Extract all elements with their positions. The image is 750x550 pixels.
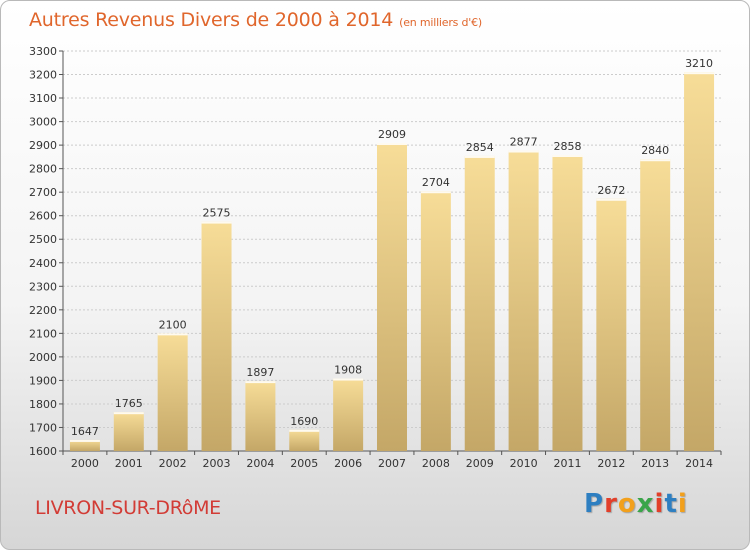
bar-2012 (596, 198, 627, 451)
x-axis: 2000 2001 2002 2003 2004 2005 2006 2007 2008 2009… (62, 450, 722, 470)
x-tick-label: 2002 (159, 457, 187, 470)
logo-letter: i (677, 489, 688, 519)
bar-highlight (464, 155, 495, 158)
x-tick-label: 2001 (115, 457, 143, 470)
x-tick-label: 2010 (510, 457, 538, 470)
x-tick-label: 2003 (203, 457, 231, 470)
data-label-2006: 1908 (334, 364, 362, 377)
logo-letter: t (664, 489, 678, 519)
bar-highlight (69, 439, 100, 442)
city-name: LIVRON-SUR-DRôME (35, 497, 221, 519)
bar-2010 (508, 150, 539, 451)
y-tick-label: 3000 (29, 116, 57, 129)
data-label-2007: 2909 (378, 128, 406, 141)
data-label-2011: 2858 (553, 140, 581, 153)
bar-highlight (333, 378, 364, 381)
data-label-2014: 3210 (685, 57, 713, 70)
bar-highlight (157, 333, 188, 336)
x-tick-label: 2012 (597, 457, 625, 470)
chart-title: Autres Revenus Divers de 2000 à 2014 (en … (29, 9, 482, 31)
bar-highlight (508, 150, 539, 153)
y-axis: 1600 1700 1800 1900 2000 2100 2200 2300 2400 2500… (29, 45, 64, 458)
x-tick-label: 2011 (553, 457, 581, 470)
bar-2009 (464, 155, 495, 452)
x-tick-label: 2004 (246, 457, 274, 470)
bar-highlight (201, 221, 232, 224)
y-tick-label: 3100 (29, 92, 57, 105)
y-tick-label: 2000 (29, 351, 57, 364)
bar-highlight (552, 155, 583, 157)
logo-letter: P (584, 489, 605, 519)
y-tick-label: 2600 (29, 210, 57, 223)
bar-2007 (377, 143, 407, 451)
bar-2014 (684, 72, 715, 452)
y-tick-label: 2700 (29, 186, 57, 199)
bar-2001 (113, 412, 144, 451)
y-tick-label: 2800 (29, 163, 57, 176)
y-tick-label: 1600 (29, 445, 57, 458)
y-tick-label: 2500 (29, 233, 57, 246)
bar-2002 (157, 333, 188, 451)
data-label-2013: 2840 (641, 144, 669, 157)
bars (69, 72, 715, 452)
bar-highlight (420, 191, 451, 194)
bar-highlight (640, 159, 671, 162)
data-label-2001: 1765 (115, 397, 143, 410)
chart-title-text: Autres Revenus Divers de 2000 à 2014 (29, 9, 394, 31)
x-tick-label: 2013 (641, 457, 669, 470)
y-tick-label: 3200 (29, 69, 57, 82)
bar-2004 (245, 381, 276, 451)
y-tick-label: 2900 (29, 139, 57, 152)
y-tick-label: 3300 (29, 45, 57, 58)
x-tick-label: 2000 (71, 457, 99, 470)
data-label-2004: 1897 (246, 366, 274, 379)
logo-letter: i (654, 489, 665, 519)
y-tick-label: 2400 (29, 257, 57, 270)
proxiti-logo[interactable]: Proxiti (584, 489, 688, 519)
data-label-2010: 2877 (510, 136, 538, 149)
y-tick-label: 2300 (29, 280, 57, 293)
bar-2006 (333, 378, 364, 451)
y-tick-label: 1800 (29, 398, 57, 411)
data-label-2005: 1690 (290, 415, 318, 428)
data-labels: 1647 1765 2100 2575 1897 1690 1908 2909 2704 2854… (71, 57, 713, 438)
bar-2011 (552, 155, 583, 451)
x-tick-label: 2006 (334, 457, 362, 470)
chart-unit: (en milliers d'€) (399, 16, 483, 29)
y-tick-label: 1700 (29, 421, 57, 434)
bar-2003 (201, 221, 232, 451)
logo-letter: r (604, 489, 618, 519)
y-tick-label: 2100 (29, 327, 57, 340)
bar-highlight (113, 412, 144, 415)
bar-highlight (596, 198, 627, 201)
data-label-2012: 2672 (597, 184, 625, 197)
data-label-2002: 2100 (159, 318, 187, 331)
x-tick-label: 2005 (290, 457, 318, 470)
data-label-2009: 2854 (466, 141, 494, 154)
logo-letter: o (617, 489, 637, 519)
x-tick-label: 2009 (466, 457, 494, 470)
x-tick-label: 2008 (422, 457, 450, 470)
data-label-2003: 2575 (203, 207, 231, 220)
data-label-2008: 2704 (422, 176, 450, 189)
bar-2013 (640, 159, 671, 451)
bar-highlight (684, 72, 715, 75)
y-tick-label: 2200 (29, 304, 57, 317)
bar-highlight (377, 143, 407, 145)
y-tick-label: 1900 (29, 374, 57, 387)
logo-letter: x (636, 489, 655, 519)
bar-2005 (289, 429, 320, 451)
bar-highlight (289, 429, 320, 432)
bar-2000 (69, 439, 100, 451)
x-tick-label: 2014 (685, 457, 713, 470)
bar-2008 (420, 191, 451, 451)
data-label-2000: 1647 (71, 425, 99, 438)
x-tick-label: 2007 (378, 457, 406, 470)
bar-highlight (245, 381, 276, 384)
